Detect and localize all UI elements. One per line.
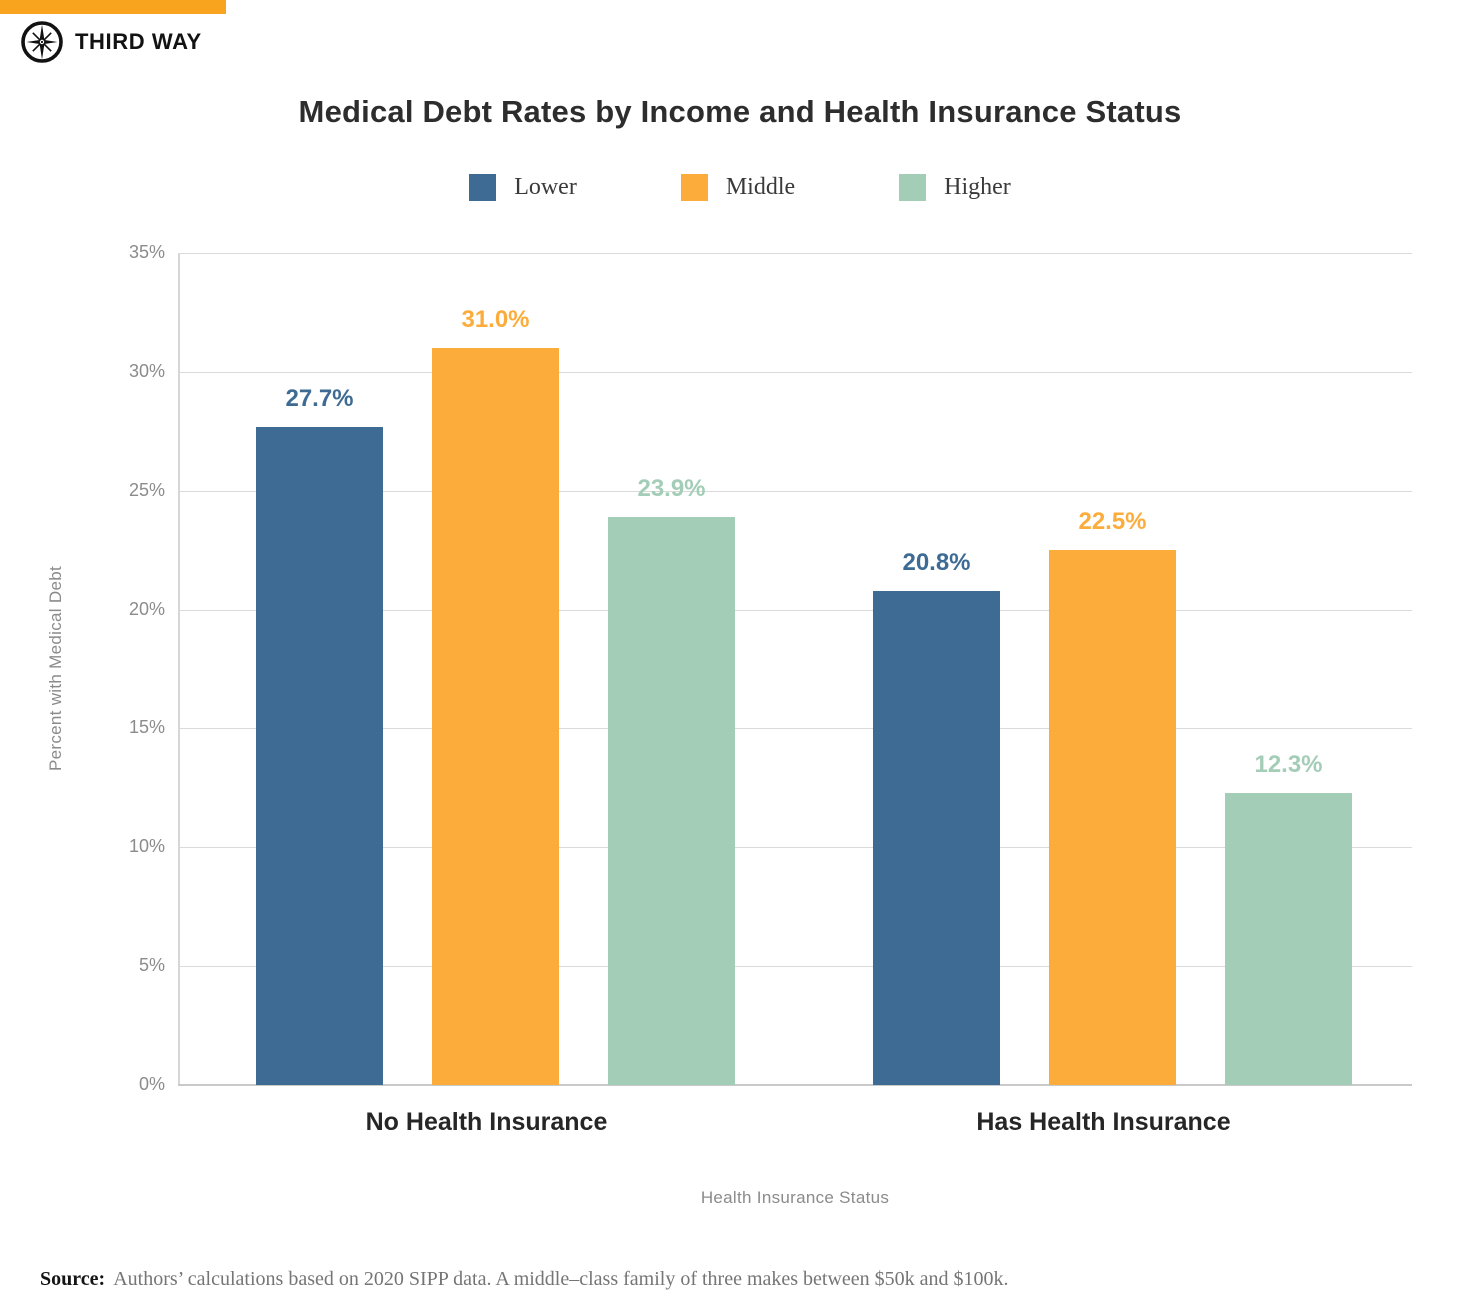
- gridline: [178, 490, 1412, 492]
- plot-area: 27.7% 20.8% 31.0% 22.5% 23.9% 12.3%: [178, 253, 1412, 1085]
- x-category-label: Has Health Insurance: [976, 1108, 1231, 1136]
- bar-value-label: 22.5%: [1078, 508, 1147, 536]
- y-tick-label: 35%: [128, 242, 165, 262]
- x-axis-title: Health Insurance Status: [700, 1188, 890, 1207]
- bar-value-label: 23.9%: [637, 474, 706, 502]
- third-way-compass-logo-icon: [20, 20, 64, 64]
- source-note: Source: Authors’ calculations based on 20…: [40, 1268, 1009, 1291]
- y-axis-line: [178, 253, 180, 1086]
- bar-higher-has-health-insurance: [1225, 792, 1352, 1085]
- bar-value-label: 20.8%: [902, 548, 971, 576]
- y-axis-title: Percent with Medical Debt: [46, 566, 65, 772]
- bar-middle-no-health-insurance: [432, 348, 559, 1085]
- legend-label: Lower: [514, 174, 577, 200]
- gridline: [178, 253, 1412, 254]
- source-text: Authors’ calculations based on 2020 SIPP…: [113, 1268, 1009, 1290]
- x-axis-line: [178, 1084, 1412, 1086]
- x-category-label: No Health Insurance: [365, 1108, 608, 1136]
- legend: Lower Middle Higher: [0, 174, 1480, 201]
- bar-lower-no-health-insurance: [256, 426, 383, 1085]
- legend-label: Higher: [944, 174, 1011, 200]
- y-tick-label: 25%: [128, 479, 165, 500]
- legend-label: Middle: [725, 174, 796, 200]
- bar-value-label: 31.0%: [461, 306, 530, 334]
- brand-accent-bar: [0, 0, 226, 14]
- brand-header: THIRD WAY: [20, 20, 202, 64]
- legend-item-middle: Middle: [680, 174, 796, 201]
- gridline: [178, 966, 1412, 968]
- y-tick-label: 20%: [128, 598, 165, 619]
- chart-title: Medical Debt Rates by Income and Health …: [298, 94, 1182, 129]
- gridline: [178, 728, 1412, 730]
- y-tick-label: 0%: [138, 1074, 165, 1094]
- bar-value-label: 12.3%: [1254, 750, 1323, 778]
- bar-lower-has-health-insurance: [873, 590, 1000, 1085]
- legend-item-lower: Lower: [469, 174, 577, 201]
- gridline: [178, 847, 1412, 849]
- y-tick-label: 10%: [128, 836, 165, 857]
- bar-higher-no-health-insurance: [608, 516, 735, 1085]
- source-label: Source:: [40, 1268, 106, 1290]
- y-tick-label: 5%: [138, 955, 165, 976]
- brand-name: THIRD WAY: [75, 29, 202, 54]
- y-tick-label: 15%: [128, 717, 165, 738]
- gridline: [178, 371, 1412, 373]
- bar-value-label: 27.7%: [285, 384, 354, 412]
- bar-middle-has-health-insurance: [1049, 550, 1176, 1085]
- gridline: [178, 609, 1412, 611]
- legend-swatch-icon: [899, 174, 927, 201]
- legend-swatch-icon: [680, 174, 708, 201]
- legend-swatch-icon: [469, 174, 497, 201]
- legend-item-higher: Higher: [899, 174, 1011, 201]
- y-tick-label: 30%: [128, 360, 165, 381]
